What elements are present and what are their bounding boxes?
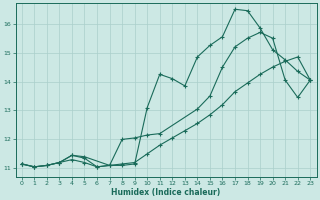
X-axis label: Humidex (Indice chaleur): Humidex (Indice chaleur) xyxy=(111,188,221,197)
